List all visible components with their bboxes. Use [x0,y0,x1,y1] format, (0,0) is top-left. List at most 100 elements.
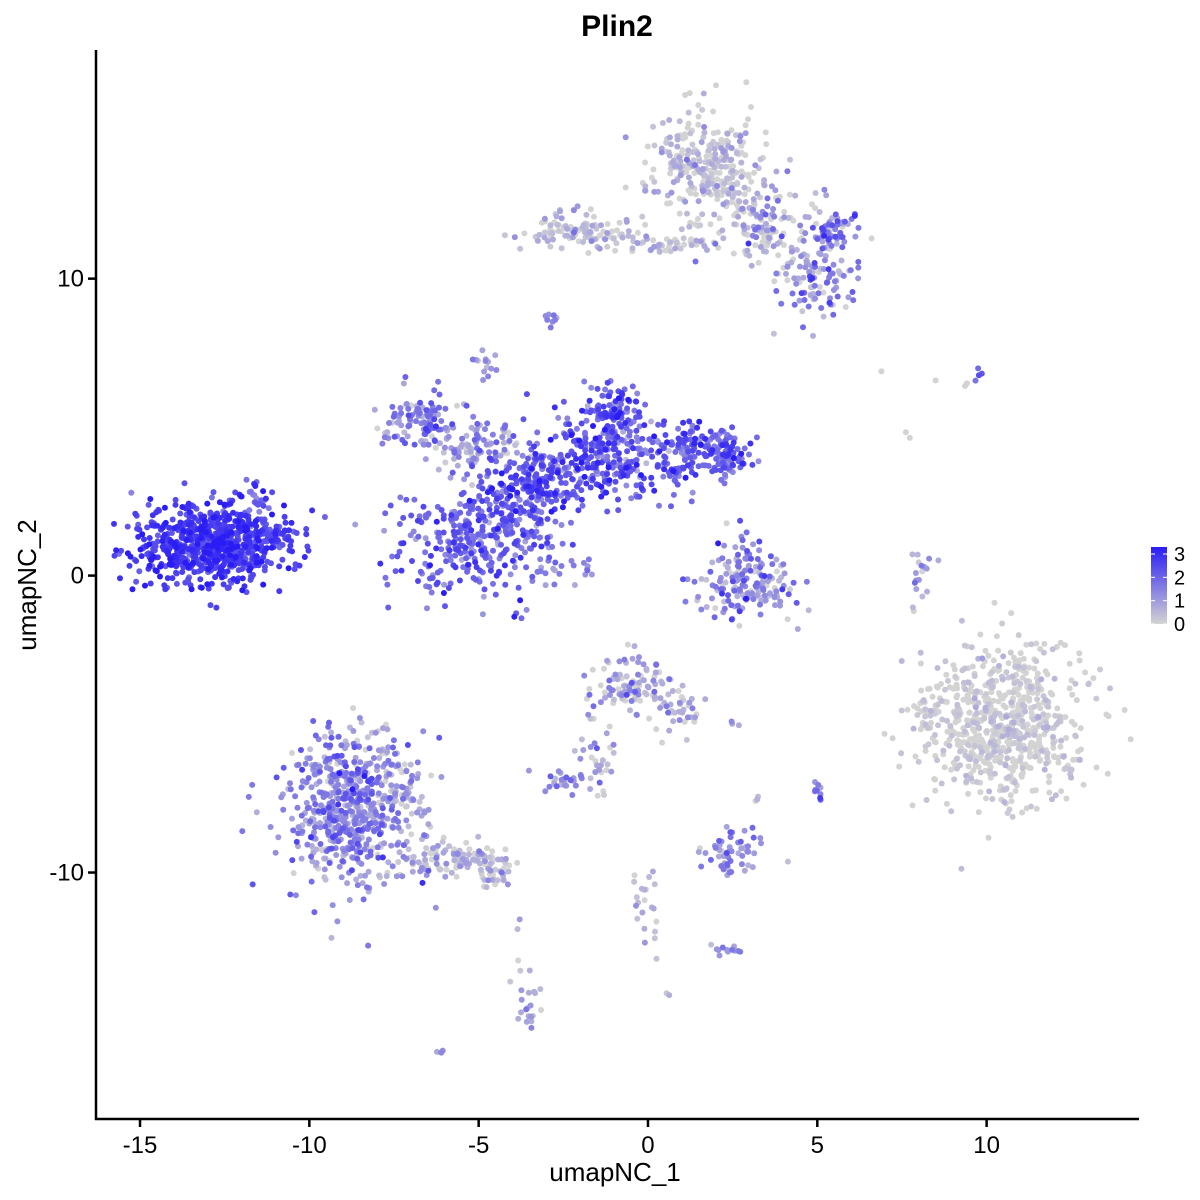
cell-point [984,754,991,761]
cell-point [1008,699,1015,706]
cell-point [925,686,931,692]
cell-point [249,781,256,788]
cell-point [965,679,972,686]
cell-point [742,130,749,137]
cell-point [365,796,372,803]
cell-point [868,235,875,242]
cell-point [653,955,660,962]
cell-point [1026,745,1033,752]
cell-point [742,555,749,562]
cell-point [152,567,159,574]
cell-point [289,815,295,822]
cell-point [932,377,939,384]
cell-point [571,582,578,588]
cell-point [111,552,118,559]
cell-point [378,821,385,828]
cell-point [460,851,467,858]
cell-point [401,429,408,436]
cell-point [440,849,447,856]
cell-point [306,755,313,762]
cell-point [671,709,678,716]
cell-point [754,796,761,803]
cell-point [904,706,911,713]
cell-point [787,586,793,593]
cell-point [990,697,997,704]
cell-point [566,421,573,428]
cell-point [612,247,619,254]
cell-point [615,496,621,503]
cell-point [975,809,982,816]
cell-point [728,848,735,855]
cell-point [734,572,741,579]
cell-point [442,405,449,412]
cell-point [960,696,967,703]
cell-point [649,453,656,460]
cell-point [557,208,564,215]
cell-point [677,172,684,179]
cell-point [1019,702,1026,709]
cell-point [730,163,737,170]
cell-point [357,872,364,879]
cell-point [185,562,192,569]
cell-point [778,300,785,307]
cell-point [581,378,588,385]
cell-point [776,577,783,584]
cell-point [552,559,559,566]
cell-point [913,586,920,592]
cell-point [664,439,670,446]
cell-point [751,169,757,176]
cell-point [615,395,622,402]
cell-point [498,541,504,548]
cell-point [1043,760,1050,767]
cell-point [600,403,607,410]
cell-point [724,861,731,868]
cell-point [648,474,655,481]
cell-point [995,698,1002,705]
cell-point [437,538,444,545]
cell-point [547,474,554,481]
cell-point [604,221,611,227]
cell-point [684,714,691,721]
cell-point [499,434,506,440]
cell-point [328,778,334,785]
cell-point [506,437,513,444]
cell-point [731,587,738,594]
cell-point [737,948,744,955]
cell-point [698,863,705,870]
cell-point [178,534,185,541]
cell-point [234,578,241,585]
cell-point [560,398,567,405]
cell-point [523,564,530,571]
cell-point [730,455,737,462]
cell-point [594,385,601,392]
cell-point [486,854,493,861]
cell-point [642,221,649,228]
cell-point [695,198,702,205]
cell-point [347,777,354,784]
cell-point [570,562,577,569]
cell-point [234,543,241,550]
cell-point [487,567,494,574]
cell-point [1000,786,1007,793]
cell-point [750,834,757,841]
cell-point [383,873,390,880]
cell-point [409,868,416,875]
cell-point [191,514,198,521]
cell-point [643,460,650,467]
cell-point [312,824,318,831]
cell-point [479,498,486,504]
cell-point [578,773,584,780]
cell-point [598,483,605,490]
cell-point [676,717,683,724]
cell-point [463,402,470,409]
cell-point [465,851,472,858]
cell-point [316,763,323,770]
cell-point [525,455,531,462]
cell-point [322,823,329,830]
cell-point [1078,746,1084,753]
cell-point [405,412,412,419]
cell-point [154,522,161,529]
cell-point [628,679,635,686]
cell-point [484,489,491,496]
cell-point [605,464,612,471]
